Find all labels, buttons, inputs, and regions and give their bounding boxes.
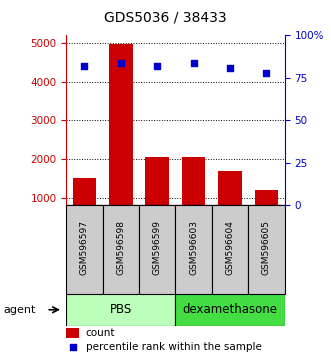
Point bbox=[118, 60, 123, 65]
Point bbox=[82, 63, 87, 69]
Bar bbox=[212, 205, 248, 294]
Bar bbox=[66, 328, 79, 338]
Bar bbox=[103, 205, 139, 294]
Text: GSM596603: GSM596603 bbox=[189, 220, 198, 275]
Bar bbox=[66, 205, 103, 294]
Point bbox=[227, 65, 233, 70]
Point bbox=[264, 70, 269, 76]
Bar bbox=[182, 157, 206, 236]
Bar bbox=[175, 205, 212, 294]
Text: PBS: PBS bbox=[110, 303, 132, 316]
Bar bbox=[145, 157, 169, 236]
Text: GSM596597: GSM596597 bbox=[80, 220, 89, 275]
Text: GSM596604: GSM596604 bbox=[225, 220, 235, 275]
Bar bbox=[66, 294, 175, 326]
Text: GSM596599: GSM596599 bbox=[153, 220, 162, 275]
Point bbox=[70, 344, 75, 350]
Text: agent: agent bbox=[3, 305, 36, 315]
Bar bbox=[248, 205, 285, 294]
Text: GDS5036 / 38433: GDS5036 / 38433 bbox=[104, 11, 227, 25]
Bar bbox=[139, 205, 175, 294]
Bar bbox=[175, 294, 285, 326]
Text: count: count bbox=[86, 328, 116, 338]
Bar bbox=[255, 190, 278, 236]
Text: dexamethasone: dexamethasone bbox=[182, 303, 278, 316]
Point bbox=[155, 63, 160, 69]
Text: GSM596605: GSM596605 bbox=[262, 220, 271, 275]
Text: GSM596598: GSM596598 bbox=[116, 220, 125, 275]
Bar bbox=[72, 177, 96, 236]
Text: percentile rank within the sample: percentile rank within the sample bbox=[86, 342, 262, 352]
Bar bbox=[218, 171, 242, 236]
Point bbox=[191, 60, 196, 65]
Bar bbox=[109, 44, 133, 236]
